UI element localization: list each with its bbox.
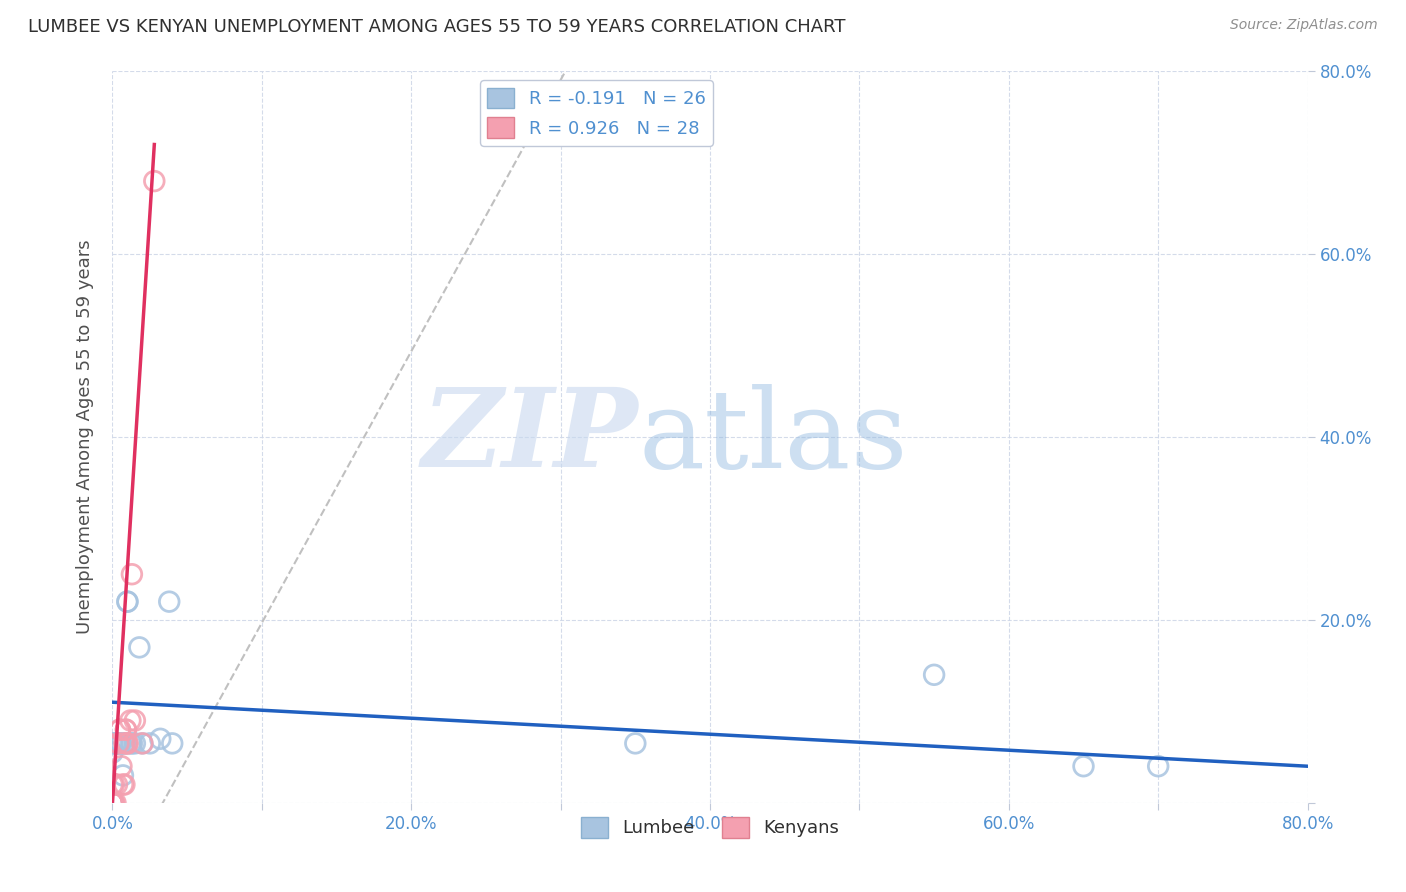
Point bbox=[101, 796, 124, 810]
Point bbox=[128, 640, 150, 655]
Point bbox=[121, 736, 143, 750]
Point bbox=[101, 736, 124, 750]
Text: ZIP: ZIP bbox=[422, 384, 638, 491]
Point bbox=[131, 736, 153, 750]
Point bbox=[108, 723, 131, 737]
Y-axis label: Unemployment Among Ages 55 to 59 years: Unemployment Among Ages 55 to 59 years bbox=[76, 240, 94, 634]
Point bbox=[101, 796, 124, 810]
Point bbox=[162, 736, 183, 750]
Point bbox=[114, 778, 135, 792]
Point bbox=[157, 594, 180, 608]
Point bbox=[101, 796, 124, 810]
Point bbox=[110, 736, 132, 750]
Point bbox=[101, 796, 124, 810]
Point bbox=[124, 736, 146, 750]
Point bbox=[121, 567, 143, 582]
Point bbox=[114, 736, 135, 750]
Point bbox=[101, 796, 124, 810]
Point bbox=[105, 736, 128, 750]
Text: atlas: atlas bbox=[638, 384, 908, 491]
Point bbox=[149, 731, 172, 746]
Point bbox=[107, 736, 129, 750]
Point bbox=[114, 736, 135, 750]
Point bbox=[139, 736, 162, 750]
Point bbox=[111, 778, 134, 792]
Point bbox=[108, 723, 131, 737]
Point bbox=[101, 778, 124, 792]
Point bbox=[101, 746, 124, 760]
Point bbox=[101, 796, 124, 810]
Point bbox=[117, 736, 139, 750]
Point bbox=[624, 736, 647, 750]
Point bbox=[107, 736, 129, 750]
Legend: Lumbee, Kenyans: Lumbee, Kenyans bbox=[574, 810, 846, 845]
Point bbox=[117, 594, 139, 608]
Point bbox=[103, 796, 125, 810]
Point bbox=[1147, 759, 1170, 773]
Point bbox=[120, 736, 142, 750]
Text: LUMBEE VS KENYAN UNEMPLOYMENT AMONG AGES 55 TO 59 YEARS CORRELATION CHART: LUMBEE VS KENYAN UNEMPLOYMENT AMONG AGES… bbox=[28, 18, 845, 36]
Point bbox=[108, 736, 131, 750]
Point bbox=[131, 736, 153, 750]
Point bbox=[143, 174, 166, 188]
Point bbox=[922, 667, 945, 681]
Point bbox=[108, 736, 131, 750]
Point bbox=[103, 778, 125, 792]
Point bbox=[124, 714, 146, 728]
Point bbox=[104, 736, 127, 750]
Point bbox=[104, 796, 127, 810]
Point bbox=[105, 778, 128, 792]
Point bbox=[111, 768, 134, 782]
Point bbox=[1073, 759, 1095, 773]
Point bbox=[110, 759, 132, 773]
Point bbox=[115, 723, 138, 737]
Point bbox=[117, 594, 139, 608]
Point bbox=[117, 736, 139, 750]
Text: Source: ZipAtlas.com: Source: ZipAtlas.com bbox=[1230, 18, 1378, 32]
Point bbox=[101, 796, 124, 810]
Point bbox=[101, 796, 124, 810]
Point bbox=[120, 714, 142, 728]
Point bbox=[115, 736, 138, 750]
Point bbox=[115, 723, 138, 737]
